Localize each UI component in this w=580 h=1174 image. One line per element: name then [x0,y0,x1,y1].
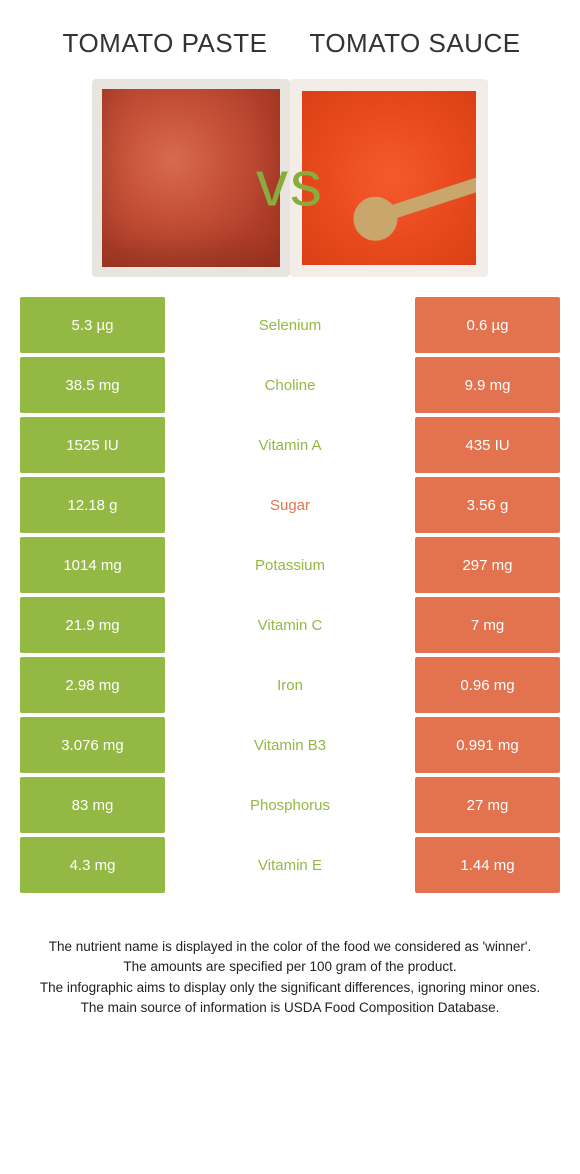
table-row: 83 mgPhosphorus27 mg [20,777,560,833]
footer-line: The infographic aims to display only the… [30,978,550,998]
nutrient-label: Vitamin C [165,597,415,653]
nutrient-label: Vitamin E [165,837,415,893]
footer-line: The nutrient name is displayed in the co… [30,937,550,957]
value-left: 12.18 g [20,477,165,533]
table-row: 2.98 mgIron0.96 mg [20,657,560,713]
value-left: 4.3 mg [20,837,165,893]
value-right: 27 mg [415,777,560,833]
title-left: TOMATO PASTE [40,28,290,59]
value-right: 0.991 mg [415,717,560,773]
title-right: TOMATO SAUCE [290,28,540,59]
value-right: 0.96 mg [415,657,560,713]
spoon-icon [377,173,488,223]
value-left: 1525 IU [20,417,165,473]
value-left: 2.98 mg [20,657,165,713]
footer-line: The main source of information is USDA F… [30,998,550,1018]
nutrient-label: Choline [165,357,415,413]
table-row: 38.5 mgCholine9.9 mg [20,357,560,413]
value-left: 3.076 mg [20,717,165,773]
value-right: 3.56 g [415,477,560,533]
images-row: vs [0,79,580,297]
table-row: 3.076 mgVitamin B30.991 mg [20,717,560,773]
nutrient-label: Phosphorus [165,777,415,833]
table-row: 5.3 µgSelenium0.6 µg [20,297,560,353]
nutrient-label: Selenium [165,297,415,353]
footer-line: The amounts are specified per 100 gram o… [30,957,550,977]
footer-notes: The nutrient name is displayed in the co… [0,897,580,1048]
nutrient-label: Potassium [165,537,415,593]
value-left: 1014 mg [20,537,165,593]
table-row: 1525 IUVitamin A435 IU [20,417,560,473]
value-right: 435 IU [415,417,560,473]
value-left: 5.3 µg [20,297,165,353]
table-row: 1014 mgPotassium297 mg [20,537,560,593]
nutrient-label: Sugar [165,477,415,533]
vs-label: vs [256,147,324,221]
value-right: 1.44 mg [415,837,560,893]
value-left: 38.5 mg [20,357,165,413]
value-right: 0.6 µg [415,297,560,353]
table-row: 12.18 gSugar3.56 g [20,477,560,533]
table-row: 4.3 mgVitamin E1.44 mg [20,837,560,893]
value-right: 7 mg [415,597,560,653]
value-right: 297 mg [415,537,560,593]
value-left: 83 mg [20,777,165,833]
nutrient-table: 5.3 µgSelenium0.6 µg38.5 mgCholine9.9 mg… [0,297,580,893]
header: TOMATO PASTE TOMATO SAUCE [0,0,580,79]
nutrient-label: Iron [165,657,415,713]
value-right: 9.9 mg [415,357,560,413]
table-row: 21.9 mgVitamin C7 mg [20,597,560,653]
nutrient-label: Vitamin B3 [165,717,415,773]
nutrient-label: Vitamin A [165,417,415,473]
value-left: 21.9 mg [20,597,165,653]
